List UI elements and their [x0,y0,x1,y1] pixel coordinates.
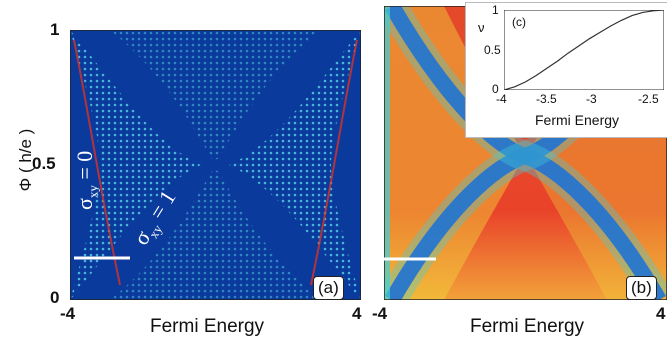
inset-ylabel: ν [478,20,485,35]
inset-x-tick-1: -3.5 [536,92,557,106]
y-tick-0.5: 0.5 [32,154,56,173]
band-left-yellow [384,6,524,300]
inset-x-tick-0: -4 [496,92,507,106]
inset-c-plot [504,10,664,90]
inset-y-tick-0.5: 0.5 [484,43,501,57]
butterfly-left-wing [70,30,215,300]
butterfly-bottom-cone [110,165,321,300]
inset-x-tick-2: -3 [586,92,597,106]
inset-xlabel: Fermi Energy [535,112,620,128]
panel-a-x-tick-min: -4 [60,304,76,323]
panel-a-heatmap [70,30,361,300]
butterfly-right-wing [216,30,361,300]
panel-b-xlabel: Fermi Energy [470,316,585,337]
inset-c-series-line [504,10,664,90]
butterfly-top-cone [110,30,321,165]
panel-a-xlabel: Fermi Energy [150,316,265,337]
panel-b-x-tick-max: 4 [656,304,666,323]
y-tick-1: 1 [50,20,60,39]
gap-band-lower [385,147,666,300]
edge-streak-left [73,39,121,286]
panel-b-label: (b) [626,276,657,300]
edge-streak-right [310,39,358,286]
panel-a-label: (a) [313,276,344,300]
inset-c-label: (c) [512,14,526,30]
y-tick-0: 0 [50,288,60,307]
annotation-sigma-0: σxy = 0 [72,150,101,210]
cyan-halo-lower [384,140,667,300]
inset-x-tick-3: -2.5 [638,92,659,106]
inset-y-tick-0: 0 [492,82,499,96]
inset-y-tick-1: 1 [492,3,499,17]
panel-b-x-tick-min: -4 [372,304,388,323]
panel-a-x-tick-max: 4 [352,304,362,323]
gap-curve-lower [83,159,348,300]
panel-a-ylabel: Φ ( h/e ) [16,128,35,192]
